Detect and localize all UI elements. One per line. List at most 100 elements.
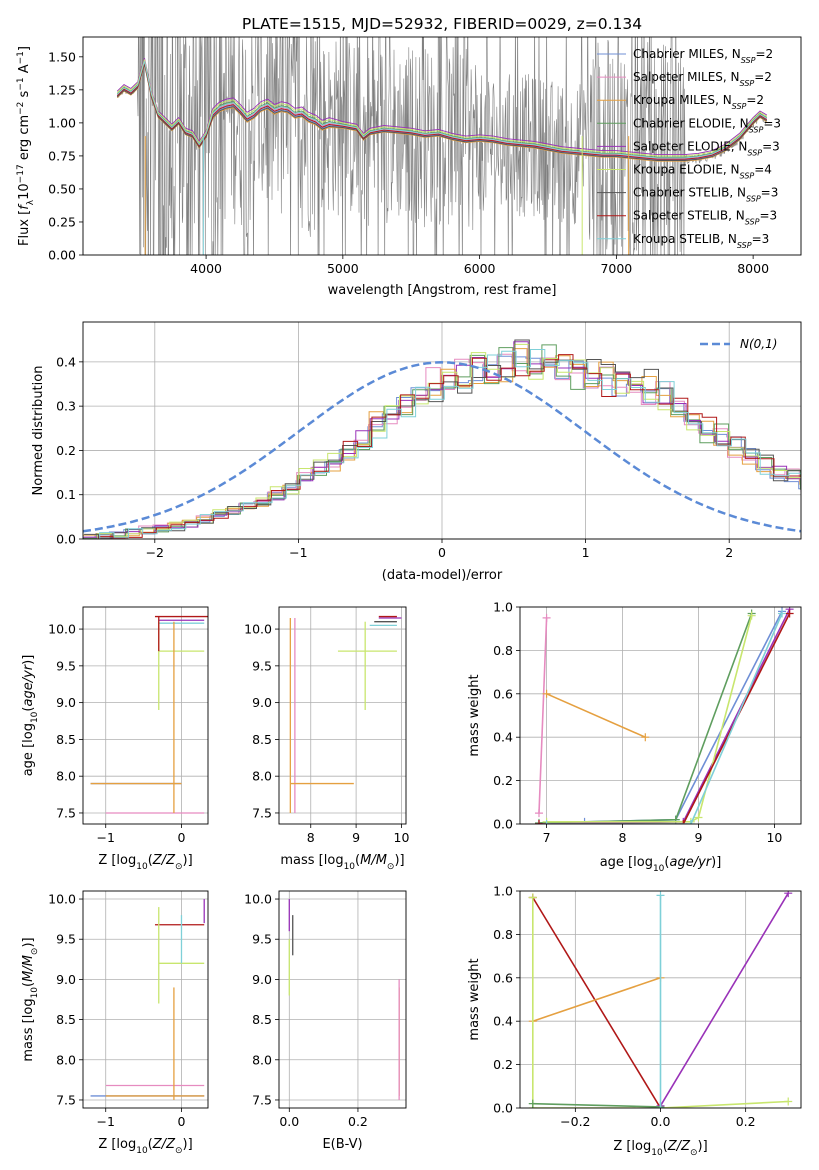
axes-frame xyxy=(519,606,802,825)
tick-label-y: 0.4 xyxy=(493,730,513,745)
tick-label-x: −2 xyxy=(146,545,164,560)
legend-nssp-value: =2 xyxy=(746,93,764,107)
legend-model: Kroupa ELODIE xyxy=(633,163,723,177)
legend-nssp-sub: SSP xyxy=(740,79,755,88)
label-part: ⊙ xyxy=(690,1148,698,1158)
y-axis-label: Normed distribution xyxy=(31,366,46,496)
legend-nssp-sub: SSP xyxy=(749,125,764,134)
label-part: ( xyxy=(148,853,153,868)
legend-entry: Chabrier ELODIE, NSSP=3 xyxy=(633,116,781,134)
tick-label-y: 0.2 xyxy=(493,1057,513,1072)
legend-nssp-sub: SSP xyxy=(745,217,760,226)
tick-label-y: 0.00 xyxy=(48,248,76,263)
legend-model: Chabrier ELODIE xyxy=(633,116,732,130)
legend-entry: N(0,1) xyxy=(740,337,777,351)
tick-label-x: 0 xyxy=(178,1114,186,1129)
tick-label-x: 6000 xyxy=(464,261,496,276)
plot-area xyxy=(279,891,406,1108)
histogram-step-chabrier-miles xyxy=(83,355,801,539)
y-axis-label: mass weight xyxy=(467,958,482,1040)
series-line-kroupa-elodie xyxy=(532,897,789,1108)
series-line-salpeter-elodie xyxy=(659,892,789,1107)
label-part: −1 xyxy=(16,77,26,90)
tick-label-x: −1 xyxy=(289,545,307,560)
label-part: 10 xyxy=(30,711,40,723)
data-point-marker xyxy=(542,613,551,622)
legend-nssp-prefix: , N xyxy=(724,47,741,61)
legend-entry: Chabrier STELIB, NSSP=3 xyxy=(633,186,778,204)
tick-label-x: 8 xyxy=(307,830,315,845)
tick-label-x: 0.2 xyxy=(736,1114,756,1129)
label-part: −1 xyxy=(16,51,26,64)
tick-label-x: 8 xyxy=(619,830,627,845)
label-part: 10 xyxy=(17,183,32,200)
tick-label-x: 7 xyxy=(543,830,551,845)
legend-nssp-value: =3 xyxy=(762,139,780,153)
tick-label-y: 8.5 xyxy=(252,1012,272,1027)
label-part: 10 xyxy=(651,1148,663,1158)
legend-nssp-value: =3 xyxy=(761,186,779,200)
tick-label-x: 10 xyxy=(394,830,410,845)
tick-label-y: 0.75 xyxy=(48,148,76,163)
tick-label-y: 0.3 xyxy=(56,399,76,414)
label-part: −2 xyxy=(16,102,26,115)
label-part: M/M xyxy=(360,853,387,868)
label-part: A xyxy=(17,64,32,77)
label-part: mass [log xyxy=(21,998,36,1061)
tick-label-y: 0.0 xyxy=(493,1101,513,1116)
tick-label-y: 0.2 xyxy=(493,773,513,788)
label-part: ⊙ xyxy=(175,862,183,872)
tick-label-x: −0.2 xyxy=(560,1114,590,1129)
tick-label-y: 8.0 xyxy=(252,1052,272,1067)
label-part: Flux [ xyxy=(17,210,32,246)
axes-frame xyxy=(82,890,209,1109)
plot-content xyxy=(90,899,205,1100)
plot-content xyxy=(288,899,400,1100)
plot-area xyxy=(520,607,801,824)
tick-label-y: 8.5 xyxy=(56,1012,76,1027)
legend-entry: Chabrier MILES, NSSP=2 xyxy=(633,47,773,65)
ticks: 4000 5000 6000 7000 8000 0.00 0.25 0.50 0.75 1.00… xyxy=(48,49,769,276)
tick-label-y: 0.4 xyxy=(493,1014,513,1029)
tick-label-x: 9 xyxy=(352,830,360,845)
label-part: age [log xyxy=(21,723,36,776)
x-axis-label: Z [log10(Z/Z⊙)] xyxy=(98,853,192,872)
tick-label-y: 8.0 xyxy=(56,769,76,784)
legend-nssp-prefix: , N xyxy=(715,93,732,107)
legend-nssp-prefix: , N xyxy=(720,232,737,246)
tick-label-y: 1.0 xyxy=(493,600,513,615)
label-part: )] xyxy=(21,937,36,947)
series-line-salpeter-miles xyxy=(538,617,548,814)
tick-label-y: 10.0 xyxy=(244,622,272,637)
tick-label-y: 0.25 xyxy=(48,214,76,229)
data-point-marker xyxy=(778,609,787,618)
tick-label-y: 8.5 xyxy=(56,732,76,747)
label-part: age/yr xyxy=(669,855,712,870)
plot-content xyxy=(289,615,402,813)
legend-nssp-prefix: , N xyxy=(723,163,740,177)
legend-nssp-sub: SSP xyxy=(732,102,747,111)
ticks: 0.0 0.2 7.5 8.0 8.5 9.0 9.5 10.0 xyxy=(244,892,368,1129)
label-part: ] xyxy=(17,46,32,51)
tick-label-y: 0.8 xyxy=(493,643,513,658)
model-line-salpeter-elodie xyxy=(116,57,768,156)
label-part: ⊙ xyxy=(175,1146,183,1156)
legend-nssp-prefix: , N xyxy=(731,139,748,153)
label-part: )] xyxy=(21,655,36,665)
label-part: s xyxy=(17,90,32,101)
label-part: ( xyxy=(664,855,669,870)
data-point-marker xyxy=(656,891,665,900)
tick-label-y: 1.25 xyxy=(48,82,76,97)
label-part: 10 xyxy=(136,862,148,872)
tick-label-x: 10 xyxy=(766,830,782,845)
legend-model: Salpeter MILES xyxy=(633,70,723,84)
tick-label-y: 9.5 xyxy=(56,658,76,673)
legend-nssp-prefix: , N xyxy=(728,209,745,223)
panel-mass-vs-Z: −1 07.58.08.59.09.510.0Z [log10(Z/Z⊙)]mas… xyxy=(21,890,209,1156)
panel-spectrum: 4000 5000 6000 7000 8000 0.00 0.25 0.50 0.75 1.00… xyxy=(16,15,802,298)
label-part: Z [log xyxy=(98,1137,136,1152)
axes-frame xyxy=(519,890,802,1109)
tick-label-x: 5000 xyxy=(327,261,359,276)
plot-area xyxy=(83,607,208,824)
